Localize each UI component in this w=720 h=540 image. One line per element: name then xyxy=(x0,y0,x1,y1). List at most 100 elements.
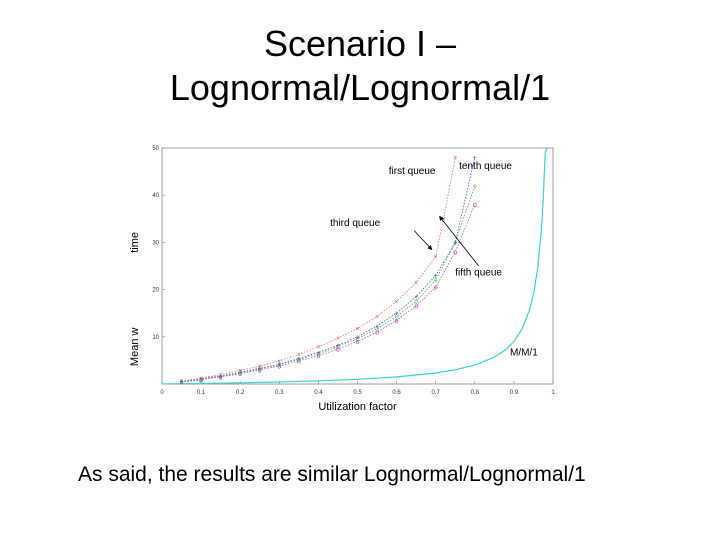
data-point: + xyxy=(336,343,340,350)
data-point: + xyxy=(277,362,281,369)
x-tick-label: 0.5 xyxy=(353,390,362,396)
y-tick-label: 40 xyxy=(152,193,159,199)
data-point: o xyxy=(336,347,340,354)
waiting-time-chart: 0 0.1 0.2 0.3 0.4 0.5 0.6 0.7 0.8 0.9 1 10 20 30 40 50 U… xyxy=(129,146,555,413)
x-tick-label: 0.7 xyxy=(432,390,441,396)
fifth-queue-arrow xyxy=(439,215,480,267)
data-point: o xyxy=(180,380,184,387)
data-point: ◊ xyxy=(258,366,262,373)
data-point: ◊ xyxy=(356,336,360,343)
series-line-m-m-1 xyxy=(162,148,548,384)
data-point: × xyxy=(219,372,223,379)
x-axis-label: Utilization factor xyxy=(318,401,397,413)
data-point: o xyxy=(316,353,320,360)
data-point: ◊ xyxy=(434,278,438,285)
data-point: ◊ xyxy=(219,374,223,381)
data-point: o xyxy=(434,285,438,292)
data-point: × xyxy=(297,352,301,359)
x-tick-label: 0.6 xyxy=(392,390,401,396)
x-tick-label: 0 xyxy=(160,390,164,396)
series-line-third-queue xyxy=(181,185,476,382)
data-point: + xyxy=(355,334,359,341)
data-point: × xyxy=(180,379,184,386)
data-point: + xyxy=(219,373,223,380)
data-point: ◊ xyxy=(336,344,340,351)
data-point: × xyxy=(277,358,281,365)
annotation-fifth-queue: fifth queue xyxy=(455,267,502,278)
data-point: ◊ xyxy=(238,370,242,377)
data-point: ◊ xyxy=(278,362,282,369)
caption: As said, the results are similar Lognorm… xyxy=(78,463,586,486)
data-point: ◊ xyxy=(414,299,418,306)
data-point: × xyxy=(375,314,379,321)
series-line-fifth-queue xyxy=(181,204,476,383)
x-tick-label: 0.3 xyxy=(275,390,284,396)
annotations-group: first queue tenth queue third queue fifth q… xyxy=(330,161,538,358)
data-point: + xyxy=(434,273,438,280)
data-point: o xyxy=(297,358,301,365)
annotation-first-queue: first queue xyxy=(389,166,436,177)
slide-title-line-1: Scenario I – xyxy=(263,23,457,64)
x-tick-label: 0.8 xyxy=(471,390,480,396)
series-group xyxy=(162,148,548,384)
data-point: + xyxy=(473,155,477,162)
slide-title: Scenario I – Lognormal/Lognormal/1 xyxy=(0,22,720,110)
data-point: ◊ xyxy=(317,351,321,358)
x-tick-label: 0.9 xyxy=(510,390,519,396)
annotation-tenth-queue: tenth queue xyxy=(459,161,512,172)
data-point: + xyxy=(238,370,242,377)
data-point: ◊ xyxy=(473,183,477,190)
y-axis-label-extra: time xyxy=(129,232,141,253)
data-point: + xyxy=(199,376,203,383)
axes: 0 0.1 0.2 0.3 0.4 0.5 0.6 0.7 0.8 0.9 1 10 20 30 40 50 U… xyxy=(129,146,555,413)
data-point: + xyxy=(453,240,457,247)
data-point: o xyxy=(238,371,242,378)
data-point: ◊ xyxy=(395,314,399,321)
data-point: × xyxy=(316,344,320,351)
data-point: × xyxy=(199,375,203,382)
data-point: × xyxy=(395,299,399,306)
data-point: × xyxy=(434,254,438,261)
data-point: ◊ xyxy=(199,377,203,384)
data-point: + xyxy=(316,350,320,357)
data-point: × xyxy=(453,155,457,162)
data-point: o xyxy=(277,364,281,371)
y-tick-label: 10 xyxy=(152,335,159,341)
y-tick-label: 30 xyxy=(152,240,159,246)
data-point: o xyxy=(199,377,203,384)
data-point: o xyxy=(395,318,399,325)
data-point: + xyxy=(414,294,418,301)
data-point: + xyxy=(375,323,379,330)
x-tick-label: 0.4 xyxy=(314,390,323,396)
data-point: × xyxy=(238,368,242,375)
data-point: o xyxy=(453,249,457,256)
annotation-third-queue: third queue xyxy=(330,218,380,229)
slide-title-line-2: Lognormal/Lognormal/1 xyxy=(169,67,551,108)
series-line-tenth-queue xyxy=(181,157,476,382)
data-point: ◊ xyxy=(375,326,379,333)
y-tick-label: 20 xyxy=(152,288,159,294)
x-tick-label: 0.2 xyxy=(236,390,245,396)
data-point: × xyxy=(258,364,262,371)
data-point: × xyxy=(414,280,418,287)
third-queue-arrow xyxy=(413,230,433,251)
data-point: o xyxy=(356,339,360,346)
data-point: o xyxy=(414,304,418,311)
data-point: + xyxy=(297,356,301,363)
data-point: o xyxy=(258,367,262,374)
data-point: + xyxy=(395,311,399,318)
data-point: ◊ xyxy=(297,357,301,364)
markers-group: × × ××××××××××××××+ + ++++++++++++++◊ ◊ ◊◊◊◊◊◊… xyxy=(180,155,478,387)
data-point: × xyxy=(355,326,359,333)
data-point: × xyxy=(336,336,340,343)
data-point: ◊ xyxy=(180,379,184,386)
y-tick-label: 50 xyxy=(152,146,159,152)
data-point: ◊ xyxy=(454,240,458,247)
annotation-m-m-1: M/M/1 xyxy=(510,348,538,359)
data-point: + xyxy=(258,366,262,373)
data-point: o xyxy=(375,330,379,337)
x-tick-label: 0.1 xyxy=(197,390,206,396)
y-axis-label: Mean w xyxy=(129,327,141,366)
arrows-group xyxy=(413,215,480,267)
data-point: o xyxy=(473,202,477,209)
